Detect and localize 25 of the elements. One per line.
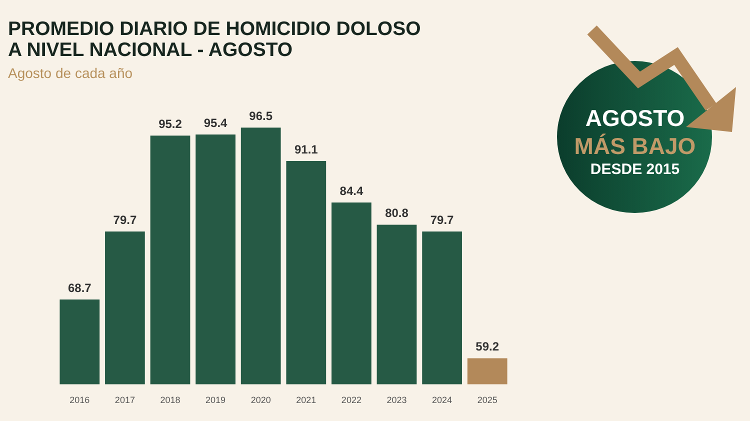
x-tick-label: 2020 (250, 395, 271, 406)
data-label: 95.2 (158, 116, 182, 131)
data-label: 91.1 (294, 142, 318, 156)
x-tick-label: 2023 (386, 395, 407, 406)
data-label: 79.7 (113, 212, 137, 227)
data-label: 96.5 (249, 108, 273, 123)
x-tick-label: 2024 (432, 395, 452, 406)
x-tick-label: 2017 (114, 395, 135, 406)
data-label: 84.4 (340, 184, 364, 198)
x-tick-label: 2019 (206, 395, 226, 406)
data-label: 68.7 (68, 280, 92, 295)
text: AGOSTO (584, 105, 686, 132)
x-tick-label: 2016 (70, 395, 90, 406)
data-label: 80.8 (385, 206, 409, 220)
text: DESDE 2015 (589, 161, 681, 178)
data-label: 59.2 (476, 340, 500, 354)
text: MÁS BAJO (573, 133, 697, 160)
x-tick-label: 2025 (477, 395, 498, 406)
data-label: 79.7 (430, 212, 454, 227)
chart-title: PROMEDIO DIARIO DE HOMICIDIO DOLOSO A NIVEL NACIONAL - AGOSTO (8, 18, 422, 61)
chart-subtitle: Agosto de cada año (8, 65, 133, 81)
x-tick-label: 2018 (160, 395, 180, 406)
x-tick-label: 2021 (296, 395, 316, 406)
data-label: 95.4 (204, 116, 228, 130)
x-tick-label: 2022 (341, 395, 362, 406)
